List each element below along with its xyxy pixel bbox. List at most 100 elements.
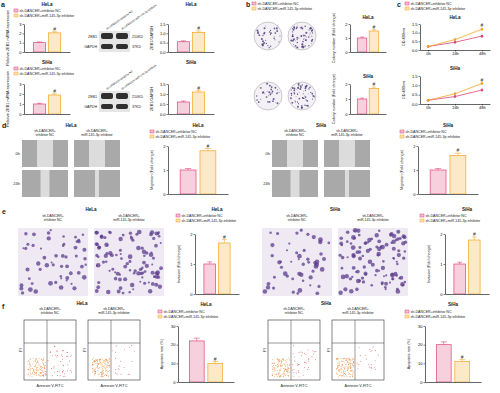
- colony: [256, 95, 257, 96]
- x-axis: [419, 194, 479, 196]
- event: [280, 365, 282, 367]
- stained-cell: [70, 283, 72, 285]
- legend-label: sh-DANCER+inhibitor NC: [20, 67, 61, 71]
- colony: [303, 93, 304, 94]
- line-chart: 0.00.51.01.50h24h48h#HeLaOD 490nmsh-DANC…: [402, 2, 491, 56]
- event: [44, 364, 46, 366]
- legend-swatch: [420, 214, 424, 217]
- stained-cell: [358, 234, 361, 237]
- y-tick: 1: [345, 36, 350, 41]
- event: [43, 367, 45, 369]
- event: [54, 345, 56, 347]
- stained-cell: [151, 271, 155, 275]
- event: [34, 371, 36, 373]
- event: [94, 360, 96, 362]
- event: [342, 374, 344, 376]
- wound: [41, 170, 50, 197]
- event: [108, 364, 110, 366]
- colony: [308, 34, 310, 36]
- stained-cell: [143, 254, 146, 257]
- event: [106, 374, 108, 376]
- stained-cell: [351, 245, 356, 250]
- chart-title: HeLa: [200, 302, 212, 307]
- stained-cell: [80, 265, 84, 269]
- x-axis: [446, 294, 490, 296]
- event: [274, 373, 276, 375]
- event: [349, 361, 351, 363]
- stained-cell: [111, 268, 114, 271]
- stained-cell: [392, 278, 394, 280]
- plot-marks: [357, 87, 378, 114]
- tick-label: 0: [345, 50, 348, 55]
- stained-cell: [151, 282, 155, 286]
- legend-swatch: [158, 315, 162, 318]
- plot-marks: [454, 237, 480, 294]
- x-tick: 24h: [452, 104, 459, 110]
- event: [350, 359, 352, 361]
- tick-label: 30: [171, 324, 176, 329]
- chart-title: HeLa: [192, 123, 204, 128]
- y-axis: 0123: [19, 82, 24, 117]
- y-tick: 0: [345, 50, 350, 55]
- chart-title: HeLa: [211, 207, 223, 212]
- event: [94, 368, 96, 370]
- event: [109, 370, 111, 372]
- event: [44, 362, 46, 364]
- colony: [273, 98, 275, 100]
- stained-cell: [403, 235, 407, 239]
- tick-label: 0.5: [160, 102, 166, 107]
- quadrant-line: [88, 320, 140, 380]
- stained-cell: [51, 261, 53, 263]
- event: [62, 364, 64, 366]
- event: [27, 369, 29, 371]
- tick-mark: [194, 234, 196, 235]
- event: [338, 370, 340, 372]
- plot-marks: [33, 94, 60, 114]
- lane-label: sh-DANCER+miR-145-3p inhibitor: [120, 63, 157, 91]
- colony: [311, 40, 313, 42]
- event: [31, 375, 33, 377]
- tick-label: 1.0: [412, 83, 418, 88]
- row-label: 0h: [16, 151, 20, 156]
- event: [352, 365, 354, 367]
- event: [94, 370, 96, 372]
- event: [343, 357, 345, 359]
- point: [454, 38, 457, 41]
- event: [42, 363, 44, 365]
- event: [39, 375, 41, 377]
- event: [374, 350, 376, 352]
- colony: [302, 41, 304, 43]
- event: [307, 367, 309, 369]
- column-label: sh-DANCER+miR-145-3p inhibitor: [331, 129, 363, 137]
- event: [292, 372, 294, 374]
- y-axis-line: [178, 327, 179, 383]
- legend-label: sh-DANCER+miR-145-3p inhibitor: [164, 315, 219, 319]
- event: [93, 363, 95, 365]
- legend-swatch: [14, 67, 18, 70]
- event: [351, 373, 353, 375]
- event: [340, 365, 342, 367]
- event: [276, 364, 278, 366]
- event: [62, 376, 64, 378]
- event: [123, 348, 125, 350]
- event: [32, 369, 34, 371]
- event: [341, 375, 343, 377]
- stained-cell: [60, 277, 62, 279]
- colony: [304, 104, 306, 106]
- event: [108, 365, 110, 367]
- event: [347, 357, 349, 359]
- y-axis: 012: [440, 232, 445, 297]
- event: [98, 368, 100, 370]
- event: [280, 362, 282, 364]
- event: [284, 372, 286, 374]
- event: [283, 360, 285, 362]
- x-axis-line: [351, 114, 387, 115]
- significance-mark: #: [53, 88, 56, 94]
- wound: [291, 170, 300, 197]
- event: [287, 370, 289, 372]
- colony: [299, 88, 301, 90]
- stained-cell: [19, 286, 23, 290]
- error-bar: [472, 237, 477, 240]
- event: [100, 358, 102, 360]
- point: [427, 99, 430, 102]
